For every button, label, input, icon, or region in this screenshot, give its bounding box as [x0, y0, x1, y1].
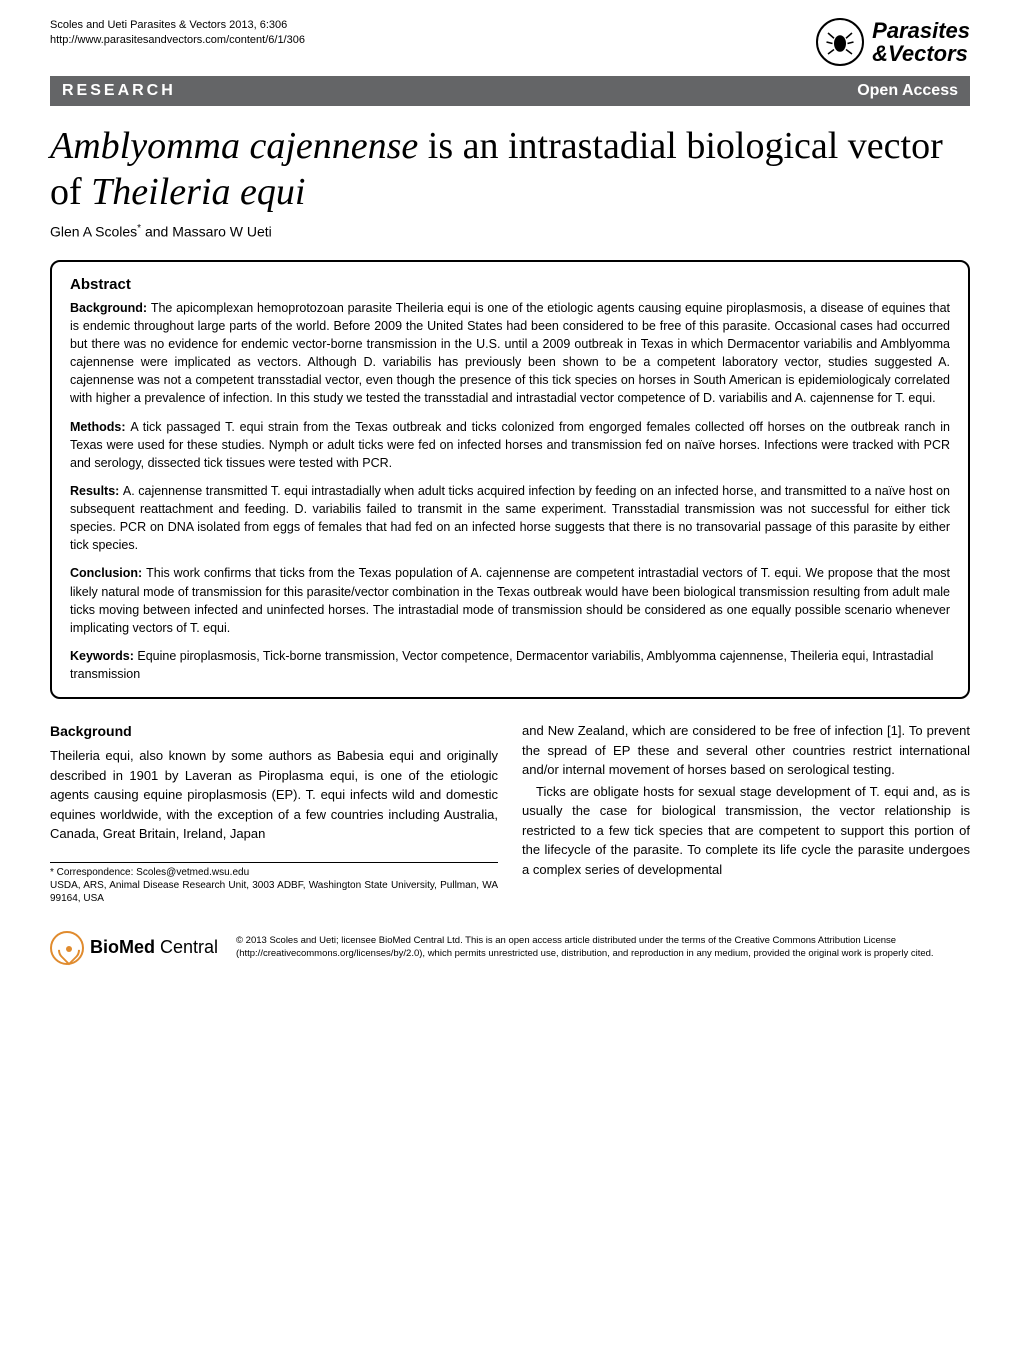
title-species2: Theileria equi [91, 171, 305, 213]
abstract-background: Background: The apicomplexan hemoprotozo… [70, 299, 950, 408]
abstract-bg-lead: Background: [70, 301, 151, 315]
column-left: Background Theileria equi, also known by… [50, 721, 498, 905]
col2-para-2: Ticks are obligate hosts for sexual stag… [522, 782, 970, 880]
abstract-results: Results: A. cajennense transmitted T. eq… [70, 482, 950, 555]
section-label: RESEARCH [62, 82, 176, 100]
page-footer: BioMed Central © 2013 Scoles and Ueti; l… [50, 921, 970, 965]
keywords-lead: Keywords: [70, 649, 137, 663]
author-2: Massaro W Ueti [172, 224, 272, 240]
abstract-methods-lead: Methods: [70, 420, 130, 434]
journal-line2: &Vectors [872, 42, 970, 65]
citation-text: Scoles and Ueti Parasites & Vectors 2013… [50, 18, 305, 33]
abstract-results-text: A. cajennense transmitted T. equi intras… [70, 484, 950, 552]
correspondence-block: * Correspondence: Scoles@vetmed.wsu.edu … [50, 862, 498, 905]
body-columns: Background Theileria equi, also known by… [50, 721, 970, 905]
abstract-bg-text: The apicomplexan hemoprotozoan parasite … [70, 301, 950, 406]
abstract-conclusion-lead: Conclusion: [70, 566, 146, 580]
column-right: and New Zealand, which are considered to… [522, 721, 970, 905]
abstract-methods-text: A tick passaged T. equi strain from the … [70, 420, 950, 470]
author-1: Glen A Scoles [50, 224, 137, 240]
journal-name: Parasites &Vectors [872, 19, 970, 65]
open-access-label: Open Access [857, 82, 958, 100]
journal-logo: Parasites &Vectors [816, 18, 970, 66]
biomed-rest: Central [155, 937, 218, 957]
copyright-text: © 2013 Scoles and Ueti; licensee BioMed … [236, 935, 970, 961]
authors-line: Glen A Scoles* and Massaro W Ueti [50, 223, 970, 240]
abstract-conclusion: Conclusion: This work confirms that tick… [70, 564, 950, 637]
col2-para-1: and New Zealand, which are considered to… [522, 721, 970, 780]
title-species1: Amblyomma cajennense [50, 125, 418, 167]
author-connector: and [141, 224, 172, 240]
keywords-text: Equine piroplasmosis, Tick-borne transmi… [70, 649, 933, 681]
abstract-methods: Methods: A tick passaged T. equi strain … [70, 418, 950, 472]
abstract-heading: Abstract [70, 276, 950, 293]
journal-line1: Parasites [872, 19, 970, 42]
abstract-keywords: Keywords: Equine piroplasmosis, Tick-bor… [70, 647, 950, 683]
citation-block: Scoles and Ueti Parasites & Vectors 2013… [50, 18, 305, 49]
abstract-results-lead: Results: [70, 484, 123, 498]
page-header: Scoles and Ueti Parasites & Vectors 2013… [0, 0, 1020, 76]
biomed-logo: BioMed Central [50, 931, 218, 965]
correspondence-affiliation: USDA, ARS, Animal Disease Research Unit,… [50, 879, 498, 905]
citation-url: http://www.parasitesandvectors.com/conte… [50, 33, 305, 48]
background-para-1: Theileria equi, also known by some autho… [50, 746, 498, 844]
section-bar: RESEARCH Open Access [50, 76, 970, 106]
biomed-text: BioMed Central [90, 937, 218, 958]
abstract-box: Abstract Background: The apicomplexan he… [50, 260, 970, 699]
tick-icon [816, 18, 864, 66]
background-heading: Background [50, 721, 498, 742]
abstract-conclusion-text: This work confirms that ticks from the T… [70, 566, 950, 634]
article-title: Amblyomma cajennense is an intrastadial … [50, 124, 970, 215]
biomed-bold: BioMed [90, 937, 155, 957]
biomed-icon [50, 931, 84, 965]
correspondence-email: * Correspondence: Scoles@vetmed.wsu.edu [50, 866, 498, 879]
